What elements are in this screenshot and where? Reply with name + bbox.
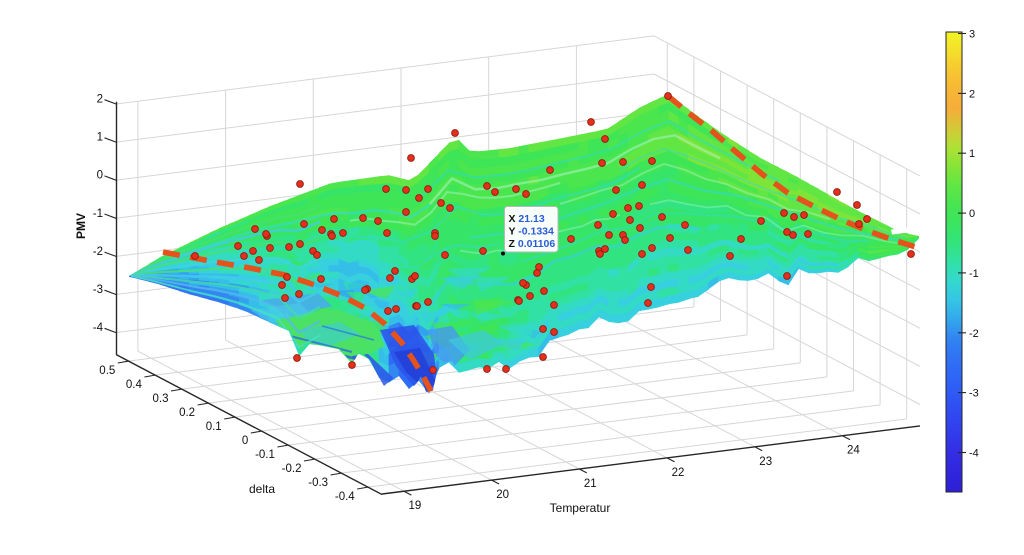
svg-text:0: 0 bbox=[97, 170, 103, 182]
svg-text:-3: -3 bbox=[969, 388, 979, 400]
svg-text:0.5: 0.5 bbox=[99, 365, 115, 377]
svg-text:X 21.13: X 21.13 bbox=[509, 213, 545, 225]
svg-text:22: 22 bbox=[672, 467, 685, 479]
svg-text:Z 0.01106: Z 0.01106 bbox=[509, 238, 556, 250]
svg-text:23: 23 bbox=[759, 456, 772, 468]
svg-text:-0.1: -0.1 bbox=[255, 449, 275, 461]
svg-text:0.3: 0.3 bbox=[153, 393, 169, 405]
svg-text:0.1: 0.1 bbox=[206, 421, 222, 433]
svg-text:PMV: PMV bbox=[74, 213, 88, 239]
svg-text:19: 19 bbox=[409, 500, 422, 512]
svg-text:21: 21 bbox=[584, 478, 597, 490]
svg-text:0: 0 bbox=[242, 435, 248, 447]
svg-text:-2: -2 bbox=[93, 246, 103, 258]
svg-text:2: 2 bbox=[97, 94, 103, 106]
svg-text:Temperatur: Temperatur bbox=[550, 501, 611, 515]
svg-text:-0.2: -0.2 bbox=[282, 463, 302, 475]
svg-text:-1: -1 bbox=[969, 268, 979, 280]
svg-text:0: 0 bbox=[969, 208, 975, 220]
svg-text:-4: -4 bbox=[93, 322, 104, 334]
svg-text:-0.3: -0.3 bbox=[308, 477, 328, 489]
svg-text:-3: -3 bbox=[93, 284, 103, 296]
svg-text:1: 1 bbox=[97, 132, 103, 144]
svg-text:0.2: 0.2 bbox=[179, 407, 195, 419]
svg-text:-0.4: -0.4 bbox=[335, 491, 355, 503]
svg-text:1: 1 bbox=[969, 148, 975, 160]
svg-text:Y -0.1334: Y -0.1334 bbox=[509, 226, 555, 238]
svg-text:-1: -1 bbox=[93, 208, 103, 220]
svg-text:delta: delta bbox=[249, 482, 275, 496]
svg-text:3: 3 bbox=[969, 29, 975, 41]
svg-text:0.4: 0.4 bbox=[126, 379, 143, 391]
svg-text:24: 24 bbox=[847, 445, 860, 457]
svg-text:20: 20 bbox=[496, 489, 509, 501]
svg-text:2: 2 bbox=[969, 88, 975, 100]
svg-text:-4: -4 bbox=[969, 448, 979, 460]
svg-text:-2: -2 bbox=[969, 328, 979, 340]
